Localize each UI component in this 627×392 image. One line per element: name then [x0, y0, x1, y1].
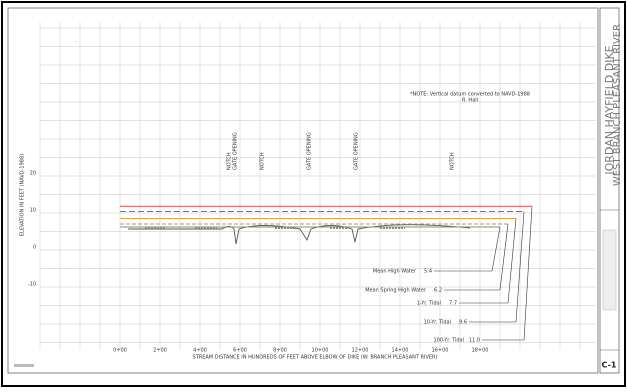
y-tick-label: 10	[30, 208, 36, 214]
stamp	[14, 364, 34, 367]
level-label: 100-Yr. Tidal	[433, 338, 464, 344]
mark: ·	[75, 39, 76, 44]
x-tick-label: 6+00	[233, 348, 247, 354]
title-line: JORDAN HAYFIELD DIKE	[603, 45, 616, 175]
level-label: 1-Yr. Tidal	[417, 301, 441, 307]
feature-label: GATE OPENING	[233, 132, 239, 170]
title-line: WEST BRANCH PLEASANT RIVER	[612, 24, 623, 186]
y-tick-label: 20	[30, 171, 36, 177]
x-tick-label: 4+00	[193, 348, 207, 354]
title-block	[599, 7, 620, 374]
feature-label: NOTCH	[450, 152, 456, 170]
x-tick-label: 18+00	[472, 348, 489, 354]
feature-label: GATE OPENING	[307, 132, 313, 170]
y-tick-label: -10	[28, 282, 36, 288]
level-label: 10-Yr. Tidal	[424, 320, 451, 326]
level-value: 11.0	[469, 338, 480, 344]
leader	[459, 218, 517, 304]
leader	[444, 224, 509, 291]
feature-label: NOTCH	[227, 152, 233, 170]
level-label: Mean Spring High Water	[365, 288, 427, 294]
grid	[39, 22, 596, 350]
x-tick-label: 10+00	[312, 348, 329, 354]
note: R. Hall	[462, 98, 478, 104]
frame	[7, 7, 599, 374]
note: *NOTE: Vertical datum converted to NAVD-…	[410, 92, 530, 98]
x-axis-label: STREAM DISTANCE IN HUNDREDS OF FEET ABOV…	[193, 355, 438, 361]
x-tick-label: 12+00	[352, 348, 369, 354]
y-axis-label: ELEVATION IN FEET (NAVD-1988)	[20, 154, 26, 236]
leader	[469, 211, 525, 323]
x-tick-label: 16+00	[432, 348, 449, 354]
agency-block	[602, 229, 617, 311]
level-value: 9.6	[459, 320, 467, 326]
feature-label: GATE OPENING	[354, 132, 360, 170]
y-tick-label: 0	[33, 245, 36, 251]
level-value: 5.4	[424, 269, 432, 275]
sheet-number: C-1	[602, 361, 617, 370]
x-tick-label: 2+00	[153, 348, 167, 354]
level-label: Mean High Water	[373, 269, 417, 275]
level-value: 6.2	[434, 288, 442, 294]
x-tick-label: 0+00	[113, 348, 127, 354]
x-tick-label: 14+00	[392, 348, 409, 354]
leader	[482, 206, 533, 341]
feature-label: NOTCH	[260, 152, 266, 170]
leader	[434, 226, 501, 272]
x-tick-label: 8+00	[273, 348, 287, 354]
level-value: 7.7	[449, 301, 457, 307]
